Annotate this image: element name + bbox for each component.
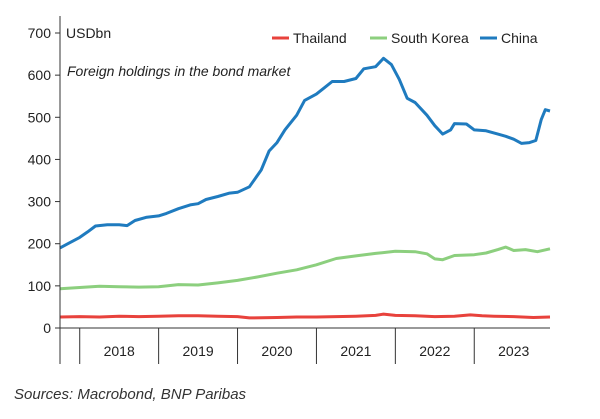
chart-subtitle: Foreign holdings in the bond market: [67, 63, 291, 79]
chart: 0 100 200 300 400 500 600 700 2018 2019 2020 2021 2…: [28, 16, 551, 364]
y-tick-label: 300: [28, 194, 52, 210]
x-tick-label: 2022: [419, 343, 450, 359]
legend-label: China: [501, 30, 538, 46]
y-tick-label: 600: [28, 67, 52, 83]
y-tick-label: 200: [28, 236, 52, 252]
x-tick-label: 2023: [498, 343, 529, 359]
series-line-south-korea: [59, 245, 551, 291]
series-line-china: [59, 56, 551, 250]
series-line-thailand: [59, 312, 551, 320]
x-tick-label: 2020: [261, 343, 292, 359]
x-tick-label: 2021: [340, 343, 371, 359]
y-tick-label: 100: [28, 278, 52, 294]
legend-label: South Korea: [391, 30, 469, 46]
x-tick-label: 2018: [104, 343, 135, 359]
legend-label: Thailand: [293, 30, 347, 46]
unit-label: USDbn: [66, 25, 111, 41]
legend: Thailand South Korea China: [272, 30, 538, 46]
y-tick-label: 500: [28, 109, 52, 125]
y-tick-label: 400: [28, 151, 52, 167]
y-tick-label: 0: [43, 320, 51, 336]
x-tick-label: 2019: [183, 343, 214, 359]
source-note: Sources: Macrobond, BNP Paribas: [14, 386, 247, 403]
y-tick-label: 700: [28, 25, 52, 41]
